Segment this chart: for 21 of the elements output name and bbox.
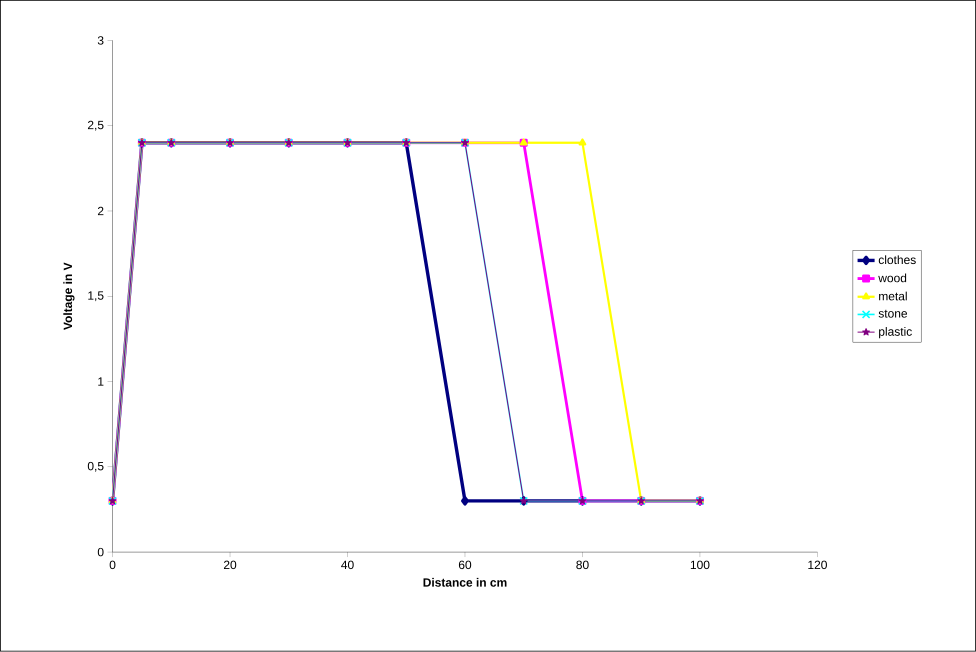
y-tick-label: 3: [98, 36, 104, 45]
legend-label: plastic: [879, 327, 912, 338]
legend-label: metal: [879, 292, 907, 301]
y-tick-label: 2,5: [88, 120, 104, 131]
x-tick-label: 20: [224, 560, 236, 570]
x-tick-label: 40: [341, 560, 354, 570]
legend-label: wood: [878, 274, 906, 282]
x-tick-label: 120: [808, 560, 827, 570]
x-tick-label: 60: [458, 560, 472, 570]
x-axis-title: Distance in cm: [424, 578, 506, 587]
x-tick-label: 0: [110, 560, 116, 570]
legend-label: stone: [878, 310, 908, 318]
y-tick-label: 0: [98, 548, 104, 557]
legend-label: clothes: [878, 256, 916, 264]
x-tick-label: 80: [576, 560, 589, 570]
y-tick-label: 2: [98, 207, 104, 216]
y-axis-title: Voltage in V: [63, 262, 75, 330]
x-tick-label: 100: [690, 560, 710, 570]
y-tick-label: 0,5: [88, 462, 104, 472]
y-tick-label: 1: [98, 378, 104, 386]
y-tick-label: 1,5: [88, 292, 104, 302]
